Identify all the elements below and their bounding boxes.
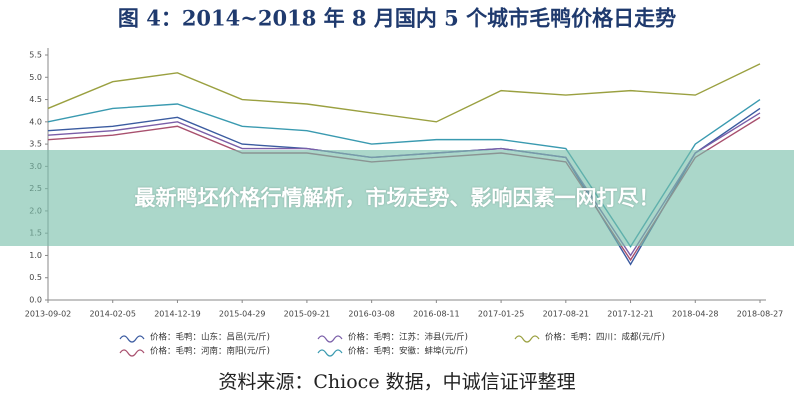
- x-tick-label: 2016-03-08: [348, 310, 395, 319]
- chart-title: 图 4：2014~2018 年 8 月国内 5 个城市毛鸭价格日走势: [118, 6, 676, 31]
- banner-text: 最新鸭坯价格行情解析，市场走势、影响因素一网打尽！: [134, 186, 660, 210]
- y-tick-label: 5.5: [29, 51, 42, 60]
- legend-label: 价格：毛鸭：江苏：沛县(元/斤): [348, 332, 468, 343]
- x-tick-label: 2016-08-11: [413, 310, 460, 319]
- legend-swatch: [119, 349, 145, 357]
- x-tick-label: 2017-12-21: [607, 310, 654, 319]
- y-tick-label: 5.0: [29, 73, 42, 82]
- legend-swatch: [119, 335, 145, 343]
- x-tick-label: 2013-09-02: [25, 310, 72, 319]
- y-tick-label: 3.5: [29, 140, 42, 149]
- x-tick-label: 2018-08-27: [737, 310, 784, 319]
- legend-label: 价格：毛鸭：河南：南阳(元/斤): [150, 346, 270, 357]
- x-tick-label: 2015-09-21: [284, 310, 331, 319]
- y-tick-label: 1.0: [29, 251, 42, 260]
- series-line: [47, 63, 761, 123]
- y-tick-label: 4.0: [29, 117, 42, 126]
- x-tick-label: 2014-02-05: [89, 310, 136, 319]
- banner: 最新鸭坯价格行情解析，市场走势、影响因素一网打尽！: [0, 150, 794, 246]
- y-tick-label: 0.0: [29, 296, 42, 305]
- y-tick-label: 4.5: [29, 95, 42, 104]
- legend-label: 价格：毛鸭：四川：成都(元/斤): [545, 332, 665, 343]
- y-tick-label: 0.5: [29, 273, 42, 282]
- x-tick-label: 2017-01-25: [478, 310, 525, 319]
- x-tick-label: 2018-04-28: [672, 310, 719, 319]
- legend-swatch: [317, 335, 343, 343]
- x-tick-label: 2017-08-21: [543, 310, 590, 319]
- legend-swatch: [514, 335, 540, 343]
- legend-label: 价格：毛鸭：山东：昌邑(元/斤): [150, 332, 270, 343]
- source-note: 资料来源：Chioce 数据，中诚信证评整理: [218, 371, 575, 393]
- legend-swatch: [317, 349, 343, 357]
- x-tick-label: 2015-04-29: [219, 310, 266, 319]
- x-tick-label: 2014-12-19: [154, 310, 201, 319]
- legend-label: 价格：毛鸭：安徽：蚌埠(元/斤): [348, 346, 468, 357]
